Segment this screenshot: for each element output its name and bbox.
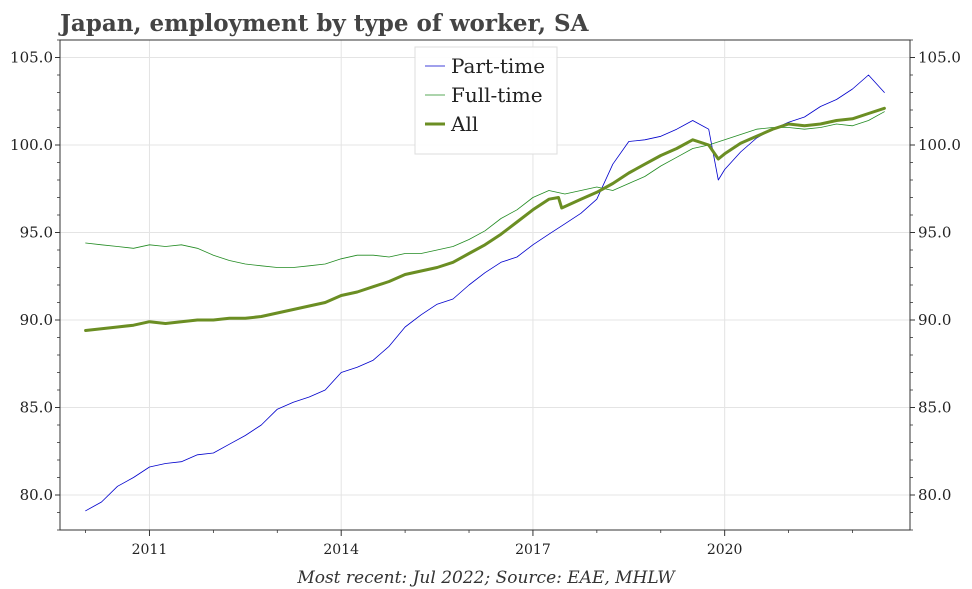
y-tick-label-right: 95.0 <box>918 224 951 242</box>
legend-box <box>414 46 558 155</box>
y-axis-right: 80.0 85.0 90.0 95.0 100.0 105.0 <box>910 39 961 531</box>
x-tick-label: 2020 <box>707 542 743 558</box>
y-tick-label-left: 90.0 <box>20 311 53 329</box>
series-line-part-time <box>85 74 885 512</box>
chart-title: Japan, employment by type of worker, SA <box>58 10 590 37</box>
series-line-full-time <box>85 111 885 268</box>
series-line-all <box>84 106 886 332</box>
legend-label-part-time: Part-time <box>451 54 545 78</box>
y-tick-label-left: 85.0 <box>20 399 53 417</box>
y-tick-label-left: 100.0 <box>10 136 53 154</box>
y-tick-label-right: 100.0 <box>918 136 961 154</box>
y-tick-label-right: 90.0 <box>918 311 951 329</box>
source-footer: Most recent: Jul 2022; Source: EAE, MHLW <box>296 568 676 588</box>
y-tick-label-right: 85.0 <box>918 399 951 417</box>
legend-label-all: All <box>450 112 478 136</box>
y-tick-label-right: 105.0 <box>918 49 961 67</box>
x-tick-label: 2017 <box>515 542 551 558</box>
x-tick-label: 2011 <box>132 542 168 558</box>
series-layer <box>84 74 886 512</box>
legend: Part-time Full-time All <box>414 46 558 155</box>
y-axis-left: 80.0 85.0 90.0 95.0 100.0 105.0 <box>10 39 60 531</box>
x-axis: 2011 2014 2017 2020 <box>85 530 853 558</box>
y-tick-label-left: 95.0 <box>20 224 53 242</box>
y-tick-label-left: 80.0 <box>20 486 53 504</box>
x-tick-label: 2014 <box>323 542 359 558</box>
y-tick-label-right: 80.0 <box>918 486 951 504</box>
legend-label-full-time: Full-time <box>451 83 543 107</box>
y-tick-label-left: 105.0 <box>10 49 53 67</box>
